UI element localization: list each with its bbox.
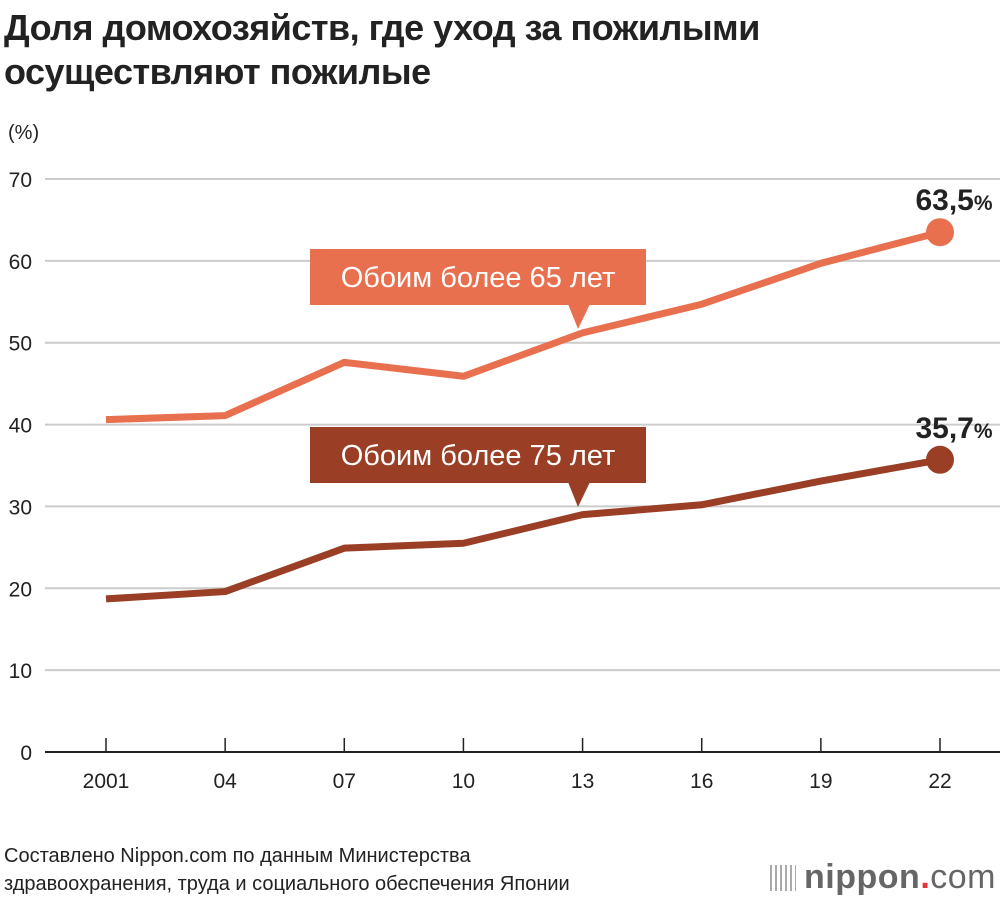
x-tick-label: 16 (690, 770, 713, 793)
legend-callout-box (310, 427, 646, 483)
title-line-1: Доля домохозяйств, где уход за пожилыми (4, 7, 760, 48)
logo-dot: . (920, 858, 931, 896)
x-tick-label: 22 (928, 770, 951, 793)
y-tick-label: 50 (9, 333, 32, 356)
title-line-2: осуществляют пожилые (4, 51, 431, 92)
end-value-label: 63,5% (915, 184, 992, 217)
x-tick-label: 13 (571, 770, 594, 793)
legend-callout-pointer (568, 304, 590, 329)
y-tick-label: 20 (9, 578, 32, 601)
series-line (105, 456, 941, 603)
y-tick-label: 30 (9, 496, 32, 519)
logo-main: nippon (804, 858, 921, 896)
x-tick-label: 04 (213, 770, 237, 793)
x-tick-label: 2001 (83, 770, 130, 793)
logo-suffix: com (930, 858, 996, 896)
series-line (105, 228, 941, 424)
chart-title: Доля домохозяйств, где уход за пожилыми … (4, 6, 760, 94)
y-tick-label: 0 (20, 742, 32, 765)
legend-callout-box (310, 249, 646, 305)
x-tick-label: 10 (452, 770, 475, 793)
nippon-logo: nippon.com (770, 858, 996, 897)
x-tick-label: 07 (333, 770, 356, 793)
y-axis-unit: (%) (8, 122, 40, 144)
source-line-2: здравоохранения, труда и социального обе… (4, 873, 570, 895)
end-value: 35,7 (915, 412, 973, 445)
source-note: Составлено Nippon.com по данным Министер… (4, 842, 570, 898)
y-tick-label: 60 (9, 251, 32, 274)
legend-label: Обоим более 65 лет (341, 262, 616, 294)
source-line-1: Составлено Nippon.com по данным Министер… (4, 845, 471, 867)
end-point-marker (926, 218, 954, 247)
end-point-marker (926, 445, 954, 474)
y-tick-label: 70 (9, 169, 32, 192)
logo-bars-icon (770, 865, 797, 891)
y-tick-label: 10 (9, 660, 32, 683)
end-value-unit: % (974, 192, 993, 215)
legend-callout-pointer (568, 482, 590, 507)
end-value-label: 35,7% (915, 412, 992, 445)
end-value: 63,5 (915, 184, 973, 217)
end-value-unit: % (974, 420, 993, 443)
y-tick-label: 40 (9, 415, 32, 438)
legend-label: Обоим более 75 лет (341, 440, 616, 472)
x-tick-label: 19 (809, 770, 832, 793)
